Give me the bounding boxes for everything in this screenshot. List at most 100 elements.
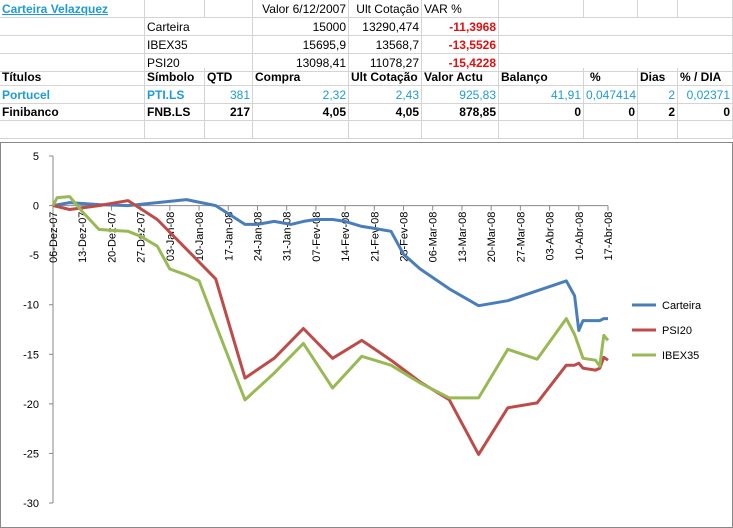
cell-empty[interactable] bbox=[638, 0, 678, 18]
col-header-pctdia[interactable]: % / DIA bbox=[678, 68, 733, 86]
cell-empty[interactable] bbox=[145, 0, 205, 18]
cell-empty[interactable] bbox=[0, 54, 145, 72]
summary-valor[interactable]: 13098,41 bbox=[253, 54, 349, 72]
row-simbolo[interactable]: FNB.LS bbox=[145, 103, 205, 121]
y-tick-label: -5 bbox=[29, 250, 39, 262]
col-header-dias[interactable]: Dias bbox=[638, 68, 678, 86]
x-tick-label: 06-Mar-08 bbox=[428, 212, 440, 263]
x-tick-label: 20-Dez-07 bbox=[106, 212, 118, 263]
cell-empty[interactable] bbox=[253, 121, 349, 139]
cell-empty[interactable] bbox=[0, 121, 145, 139]
cell-empty[interactable] bbox=[584, 0, 638, 18]
summary-valor[interactable]: 15000 bbox=[253, 18, 349, 36]
portfolio-title-link[interactable]: Carteira Velazquez bbox=[0, 0, 145, 18]
row-ult[interactable]: 4,05 bbox=[349, 103, 422, 121]
cell-empty[interactable] bbox=[422, 121, 499, 139]
cell-empty[interactable] bbox=[584, 121, 638, 139]
col-header-simbolo[interactable]: Símbolo bbox=[145, 68, 205, 86]
x-tick-label: 13-Mar-08 bbox=[457, 212, 469, 263]
summary-name[interactable]: IBEX35 bbox=[145, 36, 253, 54]
row-ult[interactable]: 2,43 bbox=[349, 86, 422, 104]
summary-ult[interactable]: 13568,7 bbox=[349, 36, 422, 54]
series-line-psi20 bbox=[52, 199, 609, 456]
row-dias[interactable]: 2 bbox=[638, 86, 678, 104]
y-tick-label: -25 bbox=[23, 448, 39, 460]
col-header-compra[interactable]: Compra bbox=[253, 68, 349, 86]
row-balanco[interactable]: 0 bbox=[499, 103, 584, 121]
cell-empty[interactable] bbox=[499, 18, 733, 36]
line-chart[interactable]: 5 0 -5 -10 -15 -20 -25 -30 06-Dez-07 13-Dez-07 20-… bbox=[1, 143, 732, 527]
series-line-carteira bbox=[52, 198, 608, 332]
summary-var[interactable]: -13,5526 bbox=[422, 36, 499, 54]
cell-empty[interactable] bbox=[638, 121, 678, 139]
row-balanco[interactable]: 41,91 bbox=[499, 86, 584, 104]
row-pct[interactable]: 0 bbox=[584, 103, 638, 121]
x-tick-label: 03-Jan-08 bbox=[165, 212, 177, 262]
row-qtd[interactable]: 381 bbox=[205, 86, 253, 104]
cell-empty[interactable] bbox=[205, 121, 253, 139]
legend-label: PSI20 bbox=[662, 325, 692, 337]
row-titulo[interactable]: Finibanco bbox=[0, 103, 145, 121]
x-tick-label: 31-Jan-08 bbox=[282, 212, 294, 262]
summary-var[interactable]: -15,4228 bbox=[422, 54, 499, 72]
col-header-qtd[interactable]: QTD bbox=[205, 68, 253, 86]
y-tick-label: 5 bbox=[33, 151, 39, 163]
x-tick-label: 14-Fev-08 bbox=[340, 212, 352, 262]
cell-empty[interactable] bbox=[0, 18, 145, 36]
legend-label: IBEX35 bbox=[662, 350, 699, 362]
cell-empty[interactable] bbox=[499, 121, 584, 139]
summary-ult[interactable]: 11078,27 bbox=[349, 54, 422, 72]
row-compra[interactable]: 2,32 bbox=[253, 86, 349, 104]
summary-header-valor[interactable]: Valor 6/12/2007 bbox=[253, 0, 349, 18]
x-tick-label: 17-Jan-08 bbox=[223, 212, 235, 262]
row-qtd[interactable]: 217 bbox=[205, 103, 253, 121]
col-header-titulos[interactable]: Títulos bbox=[0, 68, 145, 86]
y-tick-label: -15 bbox=[23, 349, 39, 361]
cell-empty[interactable] bbox=[145, 121, 205, 139]
summary-valor[interactable]: 15695,9 bbox=[253, 36, 349, 54]
x-tick-label: 10-Jan-08 bbox=[194, 212, 206, 262]
cell-empty[interactable] bbox=[499, 36, 733, 54]
x-tick-label: 13-Dez-07 bbox=[77, 212, 89, 263]
summary-header-ult[interactable]: Ult Cotação bbox=[349, 0, 422, 18]
row-compra[interactable]: 4,05 bbox=[253, 103, 349, 121]
summary-header-var[interactable]: VAR % bbox=[422, 0, 499, 18]
y-tick-label: 0 bbox=[33, 201, 39, 213]
row-valor[interactable]: 878,85 bbox=[422, 103, 499, 121]
row-dias[interactable]: 2 bbox=[638, 103, 678, 121]
x-tick-label: 07-Fev-08 bbox=[311, 212, 323, 262]
x-tick-label: 27-Mar-08 bbox=[515, 212, 527, 263]
summary-ult[interactable]: 13290,474 bbox=[349, 18, 422, 36]
row-pctdia[interactable]: 0 bbox=[678, 103, 733, 121]
col-header-ult[interactable]: Ult Cotação bbox=[349, 68, 422, 86]
cell-empty[interactable] bbox=[499, 0, 584, 18]
cell-empty[interactable] bbox=[678, 0, 733, 18]
row-valor[interactable]: 925,83 bbox=[422, 86, 499, 104]
x-tick-label: 24-Jan-08 bbox=[252, 212, 264, 262]
row-simbolo[interactable]: PTI.LS bbox=[145, 86, 205, 104]
summary-name[interactable]: PSI20 bbox=[145, 54, 253, 72]
y-tick-label: -10 bbox=[23, 300, 39, 312]
cell-empty[interactable] bbox=[349, 121, 422, 139]
x-tick-label: 10-Abr-08 bbox=[574, 212, 586, 261]
col-header-valor[interactable]: Valor Actu bbox=[422, 68, 499, 86]
summary-var[interactable]: -11,3968 bbox=[422, 18, 499, 36]
summary-name[interactable]: Carteira bbox=[145, 18, 253, 36]
legend-label: Carteira bbox=[662, 300, 702, 312]
series-line-ibex35 bbox=[51, 195, 610, 402]
cell-empty[interactable] bbox=[678, 121, 733, 139]
col-header-pct[interactable]: % bbox=[584, 68, 638, 86]
row-titulo[interactable]: Portucel bbox=[0, 86, 145, 104]
row-pct[interactable]: 0,047414 bbox=[584, 86, 638, 104]
cell-empty[interactable] bbox=[0, 36, 145, 54]
y-tick-label: -30 bbox=[23, 498, 39, 510]
cell-empty[interactable] bbox=[205, 0, 253, 18]
chart-container[interactable]: 5 0 -5 -10 -15 -20 -25 -30 06-Dez-07 13-Dez-07 20-… bbox=[0, 142, 733, 528]
row-pctdia[interactable]: 0,02371 bbox=[678, 86, 733, 104]
x-tick-label: 17-Abr-08 bbox=[603, 212, 615, 261]
x-tick-label: 03-Abr-08 bbox=[545, 212, 557, 261]
x-tick-label: 20-Mar-08 bbox=[486, 212, 498, 263]
x-tick-label: 21-Fev-08 bbox=[369, 212, 381, 262]
col-header-balanco[interactable]: Balanço bbox=[499, 68, 584, 86]
